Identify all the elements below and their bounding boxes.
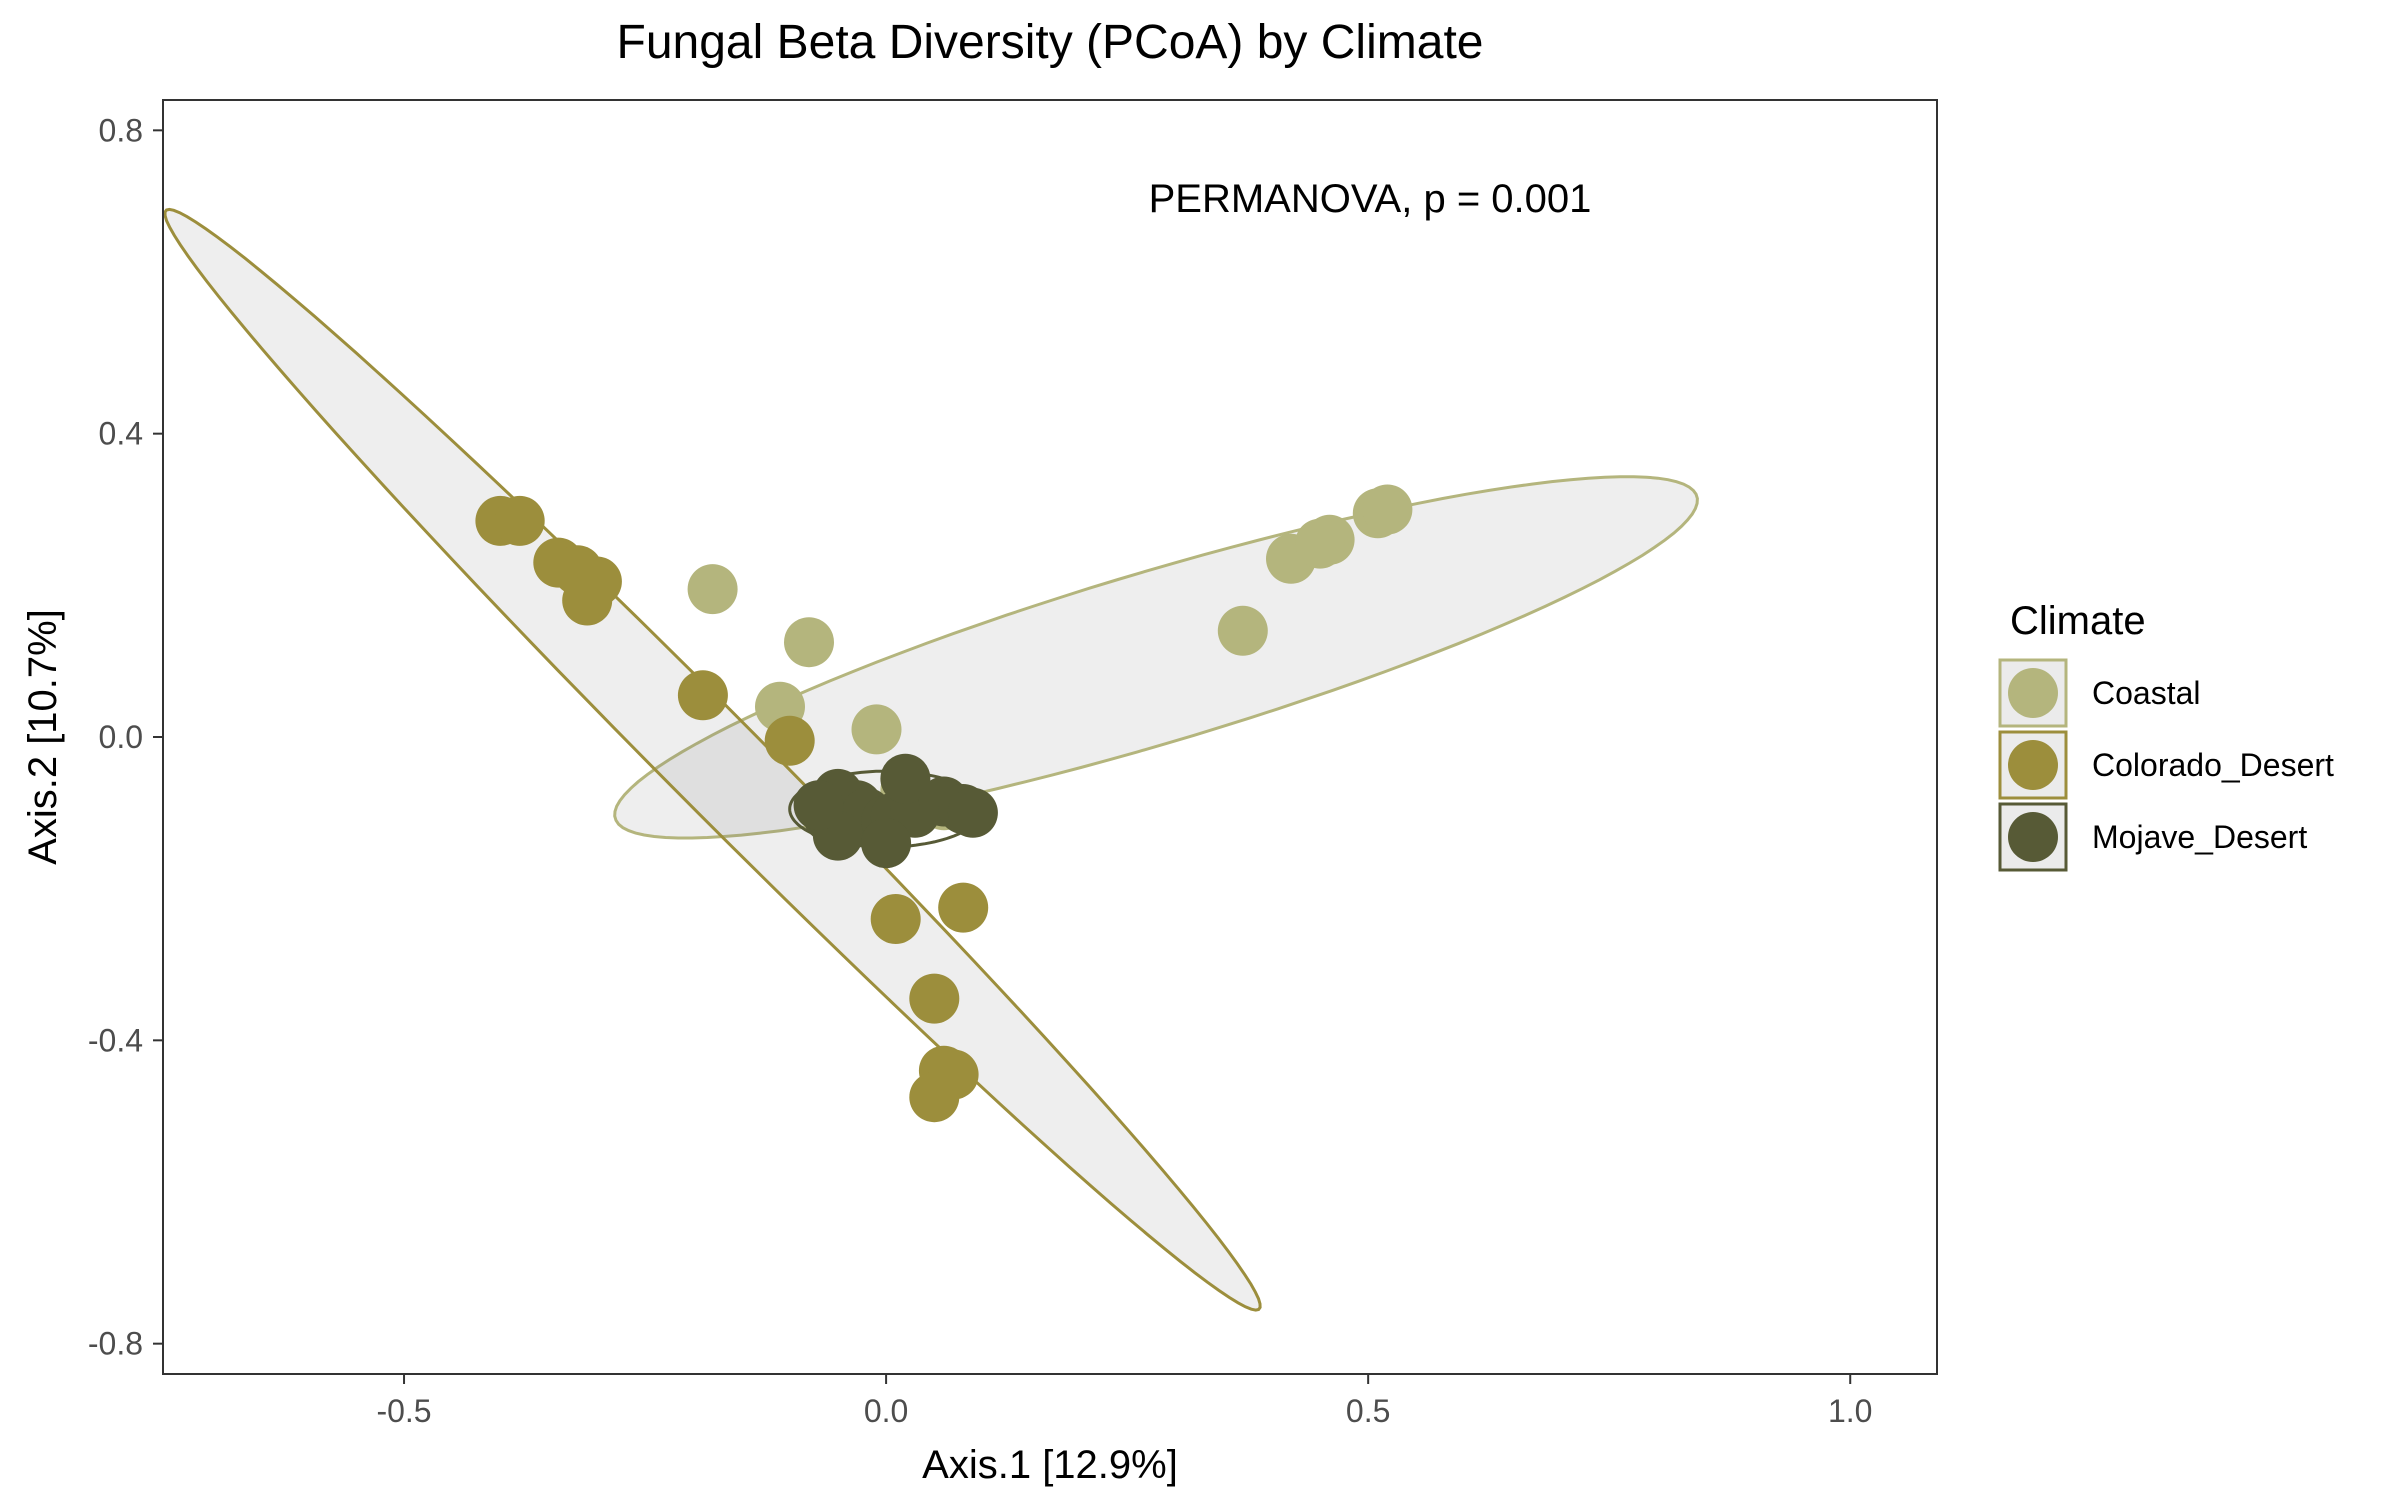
x-axis: -0.5 0.0 0.5 1.0 (376, 1374, 1872, 1429)
data-points (475, 484, 1413, 1123)
x-tick-label: 0.5 (1346, 1393, 1390, 1429)
point-mojave-desert (861, 818, 912, 869)
point-coastal (1217, 605, 1268, 656)
point-colorado-desert (938, 882, 989, 933)
y-tick-label: -0.8 (88, 1326, 143, 1362)
point-mojave-desert (947, 787, 998, 838)
x-tick-label: -0.5 (376, 1393, 431, 1429)
legend: Climate Coastal Colorado_Desert Mojave_Des… (1998, 599, 2334, 872)
point-colorado-desert (562, 575, 613, 626)
legend-key-point (2008, 812, 2058, 862)
plot-panel (162, 99, 1938, 1375)
point-colorado-desert (764, 715, 815, 766)
point-colorado-desert (494, 495, 545, 546)
point-coastal (1362, 484, 1413, 535)
point-mojave-desert (793, 780, 844, 831)
y-axis: 0.8 0.4 0.0 -0.4 -0.8 (88, 112, 163, 1362)
y-tick-label: 0.8 (99, 112, 143, 148)
permanova-annotation: PERMANOVA, p = 0.001 (1149, 177, 1592, 221)
y-tick-label: -0.4 (88, 1022, 143, 1058)
chart-title: Fungal Beta Diversity (PCoA) by Climate (617, 16, 1484, 69)
x-tick-label: 0.0 (864, 1393, 908, 1429)
point-coastal (784, 617, 834, 668)
legend-title: Climate (2010, 599, 2146, 643)
y-tick-label: 0.0 (99, 719, 143, 755)
ellipse-mojave-desert (788, 769, 985, 849)
point-coastal (1295, 518, 1345, 569)
legend-items: Coastal Colorado_Desert Mojave_Desert (1998, 658, 2334, 872)
legend-label: Mojave_Desert (2092, 819, 2307, 855)
point-colorado-desert (870, 894, 921, 944)
y-tick-label: 0.4 (99, 416, 143, 452)
point-mojave-desert (880, 753, 931, 804)
point-colorado-desert (909, 1072, 960, 1123)
legend-label: Coastal (2092, 675, 2201, 711)
x-tick-label: 1.0 (1828, 1393, 1872, 1429)
x-axis-label: Axis.1 [12.9%] (922, 1443, 1178, 1487)
point-coastal (687, 564, 738, 615)
legend-key-point (2008, 740, 2058, 790)
y-axis-label: Axis.2 [10.7%] (21, 609, 65, 865)
legend-key-point (2008, 668, 2058, 718)
plot-background (163, 100, 1937, 1374)
legend-label: Colorado_Desert (2092, 747, 2334, 783)
point-coastal (851, 704, 902, 755)
point-colorado-desert (677, 670, 728, 721)
point-colorado-desert (909, 973, 960, 1024)
